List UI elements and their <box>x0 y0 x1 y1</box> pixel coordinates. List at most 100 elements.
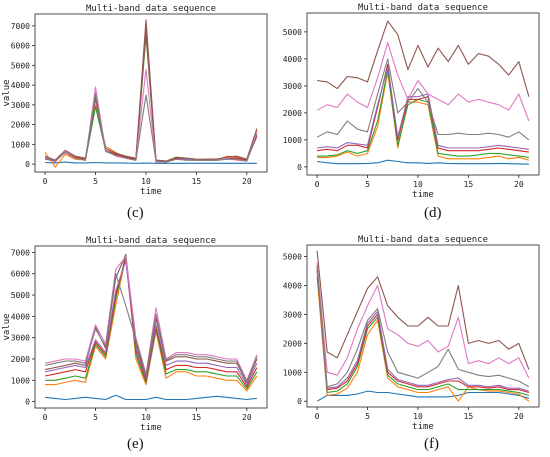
y-tick-label: 5000 <box>11 291 30 300</box>
series-line-6 <box>44 19 258 162</box>
chart-svg-f: Multi-band data sequence 0 5 10 15 20 0 1000 200… <box>283 235 540 432</box>
series-line-8 <box>316 58 530 141</box>
chart-svg-d: Multi-band data sequence 0 5 10 15 20 0 1000 200… <box>283 3 540 200</box>
x-tick-label: 5 <box>365 412 370 421</box>
x-tick-label: 0 <box>43 177 48 186</box>
series-line-3 <box>317 69 529 158</box>
y-tick-label: 3000 <box>283 82 302 91</box>
x-tick-label: 10 <box>413 412 423 421</box>
series-line-1 <box>316 390 530 402</box>
series-line-5 <box>317 66 529 150</box>
y-tick-label: 0 <box>297 163 302 172</box>
x-tick-label: 10 <box>141 177 151 186</box>
chart-panel-d: Multi-band data sequence 0 5 10 15 20 0 1000 200… <box>275 0 550 200</box>
x-tick-label: 0 <box>315 180 320 189</box>
chart-title: Multi-band data sequence <box>86 4 216 14</box>
y-tick-label: 4000 <box>283 55 302 64</box>
x-axis-label: time <box>412 422 434 432</box>
chart-title: Multi-band data sequence <box>358 3 488 13</box>
y-axis-label: value <box>2 79 12 106</box>
x-tick-label: 0 <box>43 413 48 422</box>
series-line-2 <box>316 276 530 402</box>
x-tick-label: 20 <box>514 412 524 421</box>
y-tick-label: 6000 <box>11 42 30 51</box>
series-line-8 <box>44 273 258 382</box>
series-line-2 <box>317 71 530 161</box>
chart-panel-e: Multi-band data sequence 0 5 10 15 20 0 1000 200… <box>0 232 275 433</box>
y-axis-label: value <box>2 313 12 340</box>
series-line-8 <box>316 265 530 388</box>
x-tick-label: 20 <box>242 177 252 186</box>
plot-frame <box>306 12 540 176</box>
chart-svg-e: Multi-band data sequence 0 5 10 15 20 0 1000 200… <box>2 236 268 433</box>
chart-panel-f: Multi-band data sequence 0 5 10 15 20 0 1000 200… <box>275 232 550 432</box>
x-axis-label: time <box>412 190 434 200</box>
series-line-3 <box>45 253 258 390</box>
y-tick-label: 5000 <box>11 61 30 70</box>
panel-label-d: (d) <box>424 205 442 221</box>
series-line-5 <box>316 265 530 392</box>
y-tick-label: 4000 <box>11 312 30 321</box>
y-tick-label: 7000 <box>11 22 30 31</box>
y-tick-label: 0 <box>25 398 30 407</box>
x-tick-label: 5 <box>93 413 98 422</box>
y-tick-label: 3000 <box>11 101 30 110</box>
chart-title: Multi-band data sequence <box>358 235 488 245</box>
y-tick-label: 2000 <box>283 109 302 118</box>
x-tick-label: 15 <box>464 412 474 421</box>
series-line-7 <box>316 262 530 379</box>
y-tick-label: 2000 <box>11 355 30 364</box>
panel-label-e: (e) <box>127 436 144 452</box>
plot-frame <box>34 245 268 409</box>
y-tick-label: 4000 <box>283 282 302 291</box>
y-tick-label: 1000 <box>11 140 30 149</box>
y-tick-label: 0 <box>297 397 302 406</box>
chart-panel-c: Multi-band data sequence 0 5 10 15 20 0 1000 200… <box>0 0 275 200</box>
y-tick-label: 3000 <box>283 310 302 319</box>
series-line-6 <box>44 253 258 383</box>
x-axis-label: time <box>140 423 162 432</box>
x-tick-label: 10 <box>413 180 423 189</box>
panel-label-f: (f) <box>424 436 439 452</box>
x-tick-label: 10 <box>141 413 151 422</box>
x-tick-label: 0 <box>315 412 320 421</box>
x-tick-label: 15 <box>192 177 202 186</box>
y-tick-label: 0 <box>25 160 30 169</box>
x-tick-label: 20 <box>242 413 252 422</box>
y-tick-label: 7000 <box>11 248 30 257</box>
series-line-4 <box>317 63 529 153</box>
chart-title: Multi-band data sequence <box>86 236 216 246</box>
y-tick-label: 1000 <box>11 376 30 385</box>
y-tick-label: 2000 <box>283 339 302 348</box>
x-tick-label: 5 <box>93 177 98 186</box>
y-tick-label: 1000 <box>283 368 302 377</box>
x-tick-label: 15 <box>464 180 474 189</box>
y-tick-label: 5000 <box>283 28 302 37</box>
series-line-8 <box>44 92 258 163</box>
y-tick-label: 3000 <box>11 334 30 343</box>
series-line-7 <box>316 42 530 122</box>
y-tick-label: 1000 <box>283 136 302 145</box>
series-line-2 <box>45 256 258 392</box>
series-line-1 <box>45 394 257 401</box>
x-tick-label: 5 <box>365 180 370 189</box>
chart-svg-c: Multi-band data sequence 0 5 10 15 20 0 1000 200… <box>2 4 268 197</box>
plot-frame <box>34 13 268 173</box>
series-line-6 <box>316 250 530 370</box>
y-tick-label: 2000 <box>11 121 30 130</box>
x-axis-label: time <box>140 187 162 197</box>
y-tick-label: 5000 <box>283 253 302 262</box>
y-tick-label: 4000 <box>11 81 30 90</box>
series-line-1 <box>45 161 257 164</box>
series-line-7 <box>44 256 258 381</box>
series-line-6 <box>317 20 530 97</box>
y-tick-label: 6000 <box>11 270 30 279</box>
series-line-4 <box>316 268 530 394</box>
x-tick-label: 15 <box>192 413 202 422</box>
x-tick-label: 20 <box>514 180 524 189</box>
plot-frame <box>306 244 540 408</box>
panel-label-c: (c) <box>127 205 144 221</box>
series-line-3 <box>316 270 530 396</box>
series-line-1 <box>317 159 529 165</box>
series-line-5 <box>44 260 258 386</box>
